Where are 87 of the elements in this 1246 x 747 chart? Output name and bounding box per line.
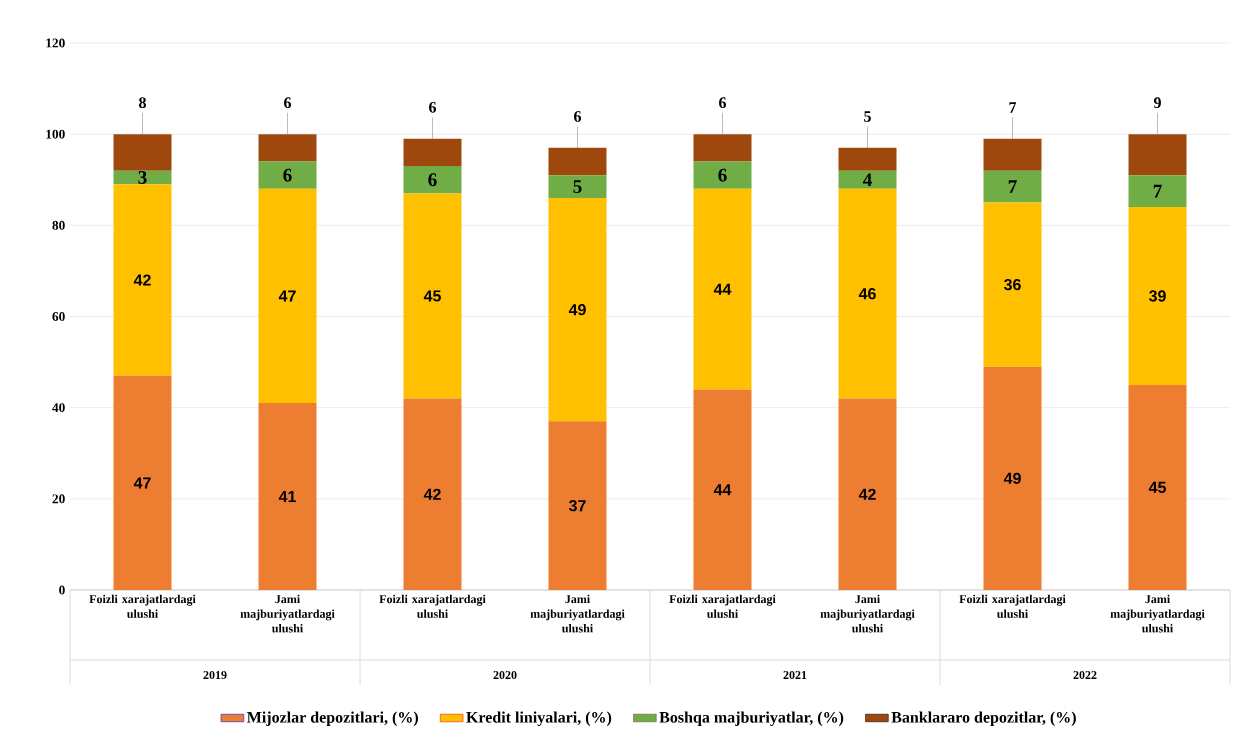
data-label: 6	[718, 168, 727, 182]
bar	[983, 138, 1042, 171]
bar	[403, 193, 462, 399]
bar	[1128, 175, 1187, 208]
text: 2019	[203, 670, 227, 680]
bar	[838, 188, 897, 399]
bar	[258, 188, 317, 404]
data-label: 6	[719, 97, 727, 109]
bar	[403, 398, 462, 590]
bar	[548, 197, 607, 422]
data-label: 49	[568, 304, 586, 316]
data-label: 47	[278, 290, 296, 302]
x-tick-label: Jami majburiyatlardagi ulushi	[1110, 594, 1205, 633]
bar	[1128, 384, 1187, 590]
legend-label: Banklararo depozitlar, (%)	[891, 711, 1076, 726]
data-label: 42	[858, 488, 876, 500]
data-label: 9	[1153, 97, 1161, 109]
bar	[838, 170, 897, 189]
data-label: 7	[1009, 102, 1017, 113]
y-tick-label: 40	[52, 403, 65, 413]
data-label: 6	[428, 173, 437, 187]
bar	[693, 134, 752, 162]
y-tick-label: 20	[52, 494, 65, 504]
bar	[548, 175, 607, 198]
y-tick-label: 80	[52, 220, 65, 230]
bar	[113, 170, 172, 185]
y-tick-label: 60	[52, 312, 65, 321]
bar	[113, 134, 172, 171]
bar	[693, 389, 752, 590]
x-tick-label: Foizli xarajatlardagi ulushi	[959, 594, 1066, 618]
data-label: 44	[713, 283, 732, 295]
x-tick-label: Jami majburiyatlardagi ulushi	[820, 594, 915, 633]
bar	[548, 421, 607, 590]
data-label: 6	[284, 97, 292, 109]
data-label: 45	[423, 290, 441, 302]
bar	[838, 398, 897, 590]
legend-label: Boshqa majburiyatlar, (%)	[659, 711, 844, 726]
data-label: 47	[133, 477, 151, 489]
data-label: 3	[138, 171, 147, 184]
data-label: 6	[429, 101, 437, 113]
y-tick-label: 120	[46, 38, 65, 48]
bar	[113, 375, 172, 590]
text: 2020	[493, 670, 517, 680]
data-label: 4	[862, 173, 872, 187]
x-tick-label: Foizli xarajatlardagi ulushi	[669, 594, 776, 618]
bar	[1128, 207, 1187, 385]
data-label: 45	[1148, 481, 1166, 494]
bar	[1128, 134, 1187, 176]
data-label: 5	[864, 111, 871, 122]
data-label: 44	[713, 484, 732, 496]
data-label: 8	[139, 97, 146, 109]
legend-label: Mijozlar depozitlari, (%)	[247, 711, 418, 726]
bar	[258, 403, 317, 590]
data-label: 39	[1148, 290, 1166, 302]
bar	[693, 188, 752, 390]
y-tick-label: 100	[46, 129, 65, 139]
data-label: 42	[423, 488, 441, 500]
x-tick-label: Foizli xarajatlardagi ulushi	[89, 594, 196, 618]
data-label: 5	[573, 180, 582, 193]
data-label: 7	[1153, 184, 1162, 198]
bar	[403, 138, 462, 167]
bar	[113, 184, 172, 376]
legend-label: Kredit liniyalari, (%)	[466, 711, 612, 726]
data-label: 42	[133, 274, 151, 286]
x-tick-label: Foizli xarajatlardagi ulushi	[379, 594, 486, 618]
bar	[258, 134, 317, 162]
data-label: 7	[1008, 180, 1017, 193]
data-label: 36	[1003, 278, 1021, 291]
bar	[983, 202, 1042, 367]
x-tick-label: Jami majburiyatlardagi ulushi	[530, 594, 625, 633]
bar	[693, 161, 752, 189]
data-label: 46	[858, 288, 876, 300]
data-label: 41	[278, 491, 296, 503]
y-tick-label: 0	[59, 585, 65, 595]
x-tick-label: Jami majburiyatlardagi ulushi	[240, 594, 335, 633]
text: 2022	[1073, 670, 1097, 680]
bar	[258, 161, 317, 189]
data-label: 6	[574, 111, 582, 122]
bar	[983, 170, 1042, 203]
data-label: 6	[283, 168, 292, 182]
text: 2021	[783, 670, 807, 680]
bar	[838, 147, 897, 171]
data-label: 49	[1003, 472, 1021, 484]
bar	[548, 147, 607, 176]
data-label: 37	[568, 500, 586, 512]
bar	[983, 366, 1042, 590]
bar	[403, 166, 462, 194]
